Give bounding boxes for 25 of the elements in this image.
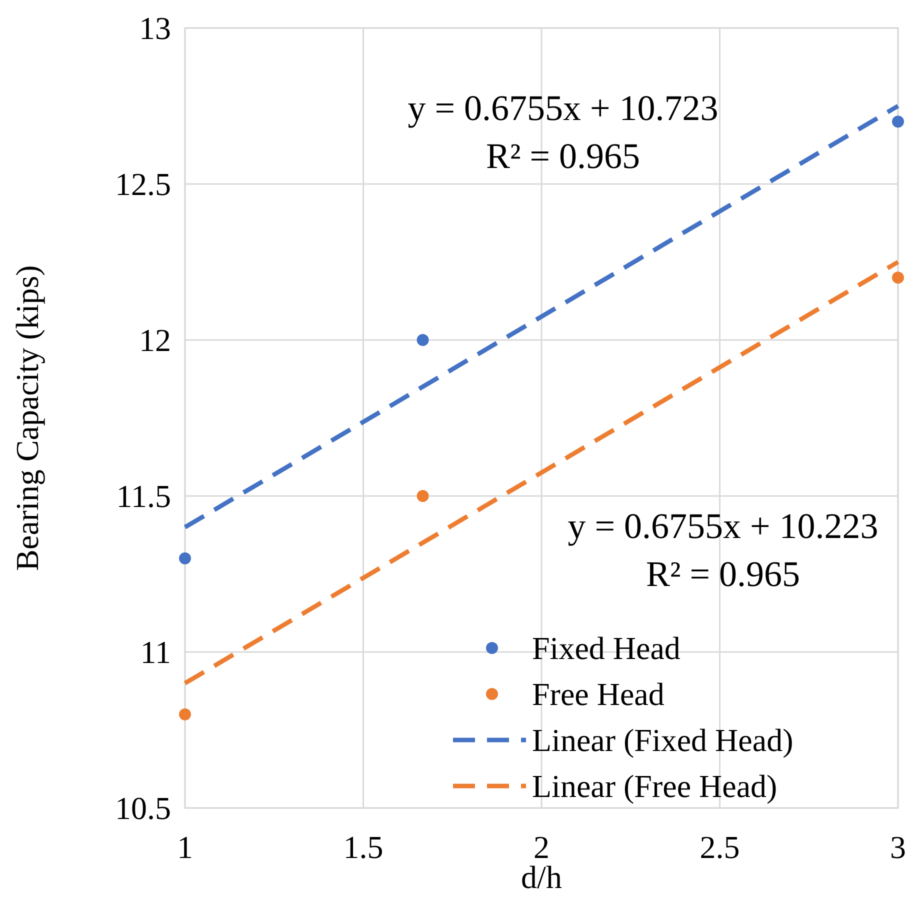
y-axis-title: Bearing Capacity (kips) [9, 265, 45, 571]
x-tick-label: 2.5 [700, 829, 740, 865]
y-tick-label: 13 [139, 10, 171, 46]
x-tick-label: 1 [177, 829, 193, 865]
point [892, 116, 904, 128]
annotation: y = 0.6755x + 10.723 [408, 88, 718, 128]
legend-label: Linear (Fixed Head) [532, 722, 794, 758]
point [179, 708, 191, 720]
y-tick-label: 10.5 [115, 790, 171, 826]
x-tick-label: 1.5 [343, 829, 384, 865]
point [416, 334, 429, 346]
y-tick-label: 11 [140, 634, 171, 670]
y-tick-label: 11.5 [116, 478, 171, 514]
legend-label: Linear (Free Head) [532, 768, 778, 804]
legend-label: Free Head [532, 676, 664, 712]
y-tick-label: 12.5 [115, 166, 171, 202]
y-tick-label: 12 [139, 322, 171, 358]
annotation: y = 0.6755x + 10.223 [568, 506, 878, 546]
legend-label: Fixed Head [532, 630, 680, 666]
point [179, 552, 191, 564]
annotation: R² = 0.965 [646, 554, 800, 594]
point [416, 490, 429, 502]
annotation: R² = 0.965 [486, 136, 640, 176]
point [892, 272, 904, 284]
x-tick-label: 3 [890, 829, 906, 865]
